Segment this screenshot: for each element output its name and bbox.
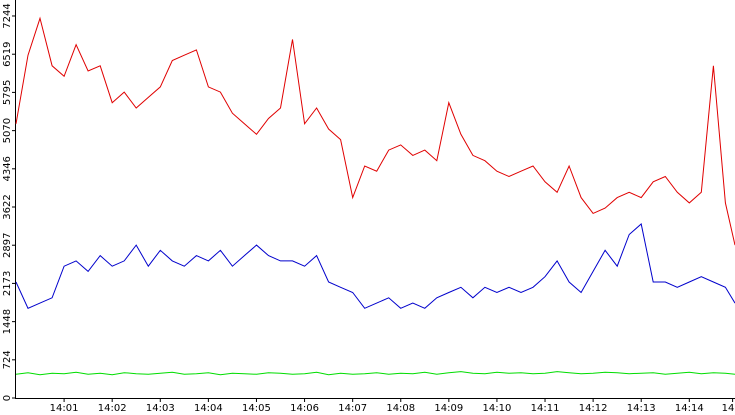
series-line — [15, 223, 735, 309]
y-tick-label: 4346 — [2, 156, 13, 181]
x-tick-label: 14:05 — [242, 403, 271, 414]
x-tick-label: 14:07 — [338, 403, 367, 414]
x-tick-label: 14:03 — [146, 403, 175, 414]
y-tick-label: 724 — [2, 350, 13, 369]
x-tick-label: 14 — [722, 403, 735, 414]
x-tick-label: 14:02 — [98, 403, 127, 414]
x-tick-label: 14:10 — [483, 403, 512, 414]
x-tick-label: 14:13 — [627, 403, 656, 414]
x-tick-label: 14:04 — [194, 403, 223, 414]
y-tick-label: 6519 — [2, 41, 13, 66]
x-tick-label: 14:06 — [290, 403, 319, 414]
x-tick-label: 14:01 — [50, 403, 79, 414]
y-tick-label: 2897 — [2, 232, 13, 257]
y-tick-label: 2173 — [2, 271, 13, 296]
y-tick-label: 3622 — [2, 194, 13, 219]
x-tick-label: 14:09 — [434, 403, 463, 414]
y-tick-label: 7244 — [2, 3, 13, 28]
y-tick-label: 5070 — [2, 118, 13, 143]
series-line — [15, 16, 735, 246]
y-tick-label: 5795 — [2, 80, 13, 105]
y-tick-label: 0 — [2, 395, 13, 401]
x-tick-label: 14:12 — [579, 403, 608, 414]
x-tick-label: 14:08 — [386, 403, 415, 414]
x-tick-label: 14:14 — [675, 403, 704, 414]
series-line — [15, 371, 735, 376]
y-tick-label: 1448 — [2, 309, 13, 334]
x-tick-label: 14:11 — [531, 403, 560, 414]
